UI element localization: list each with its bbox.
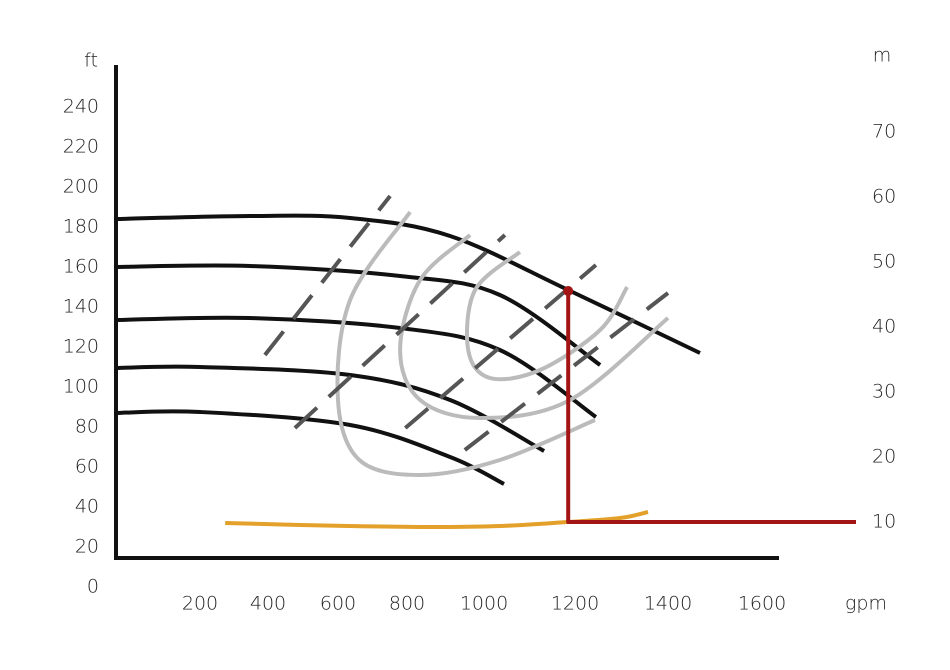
y2-tick-label: 50 xyxy=(872,251,896,273)
y2-tick-label: 40 xyxy=(872,316,896,338)
y2-tick-label: 30 xyxy=(872,381,896,403)
y-tick-label: 60 xyxy=(75,456,99,478)
y2-axis-label: m xyxy=(873,45,892,67)
y-tick-label: 180 xyxy=(63,216,99,238)
x-tick-label: 600 xyxy=(320,593,356,615)
y-tick-label: 200 xyxy=(63,176,99,198)
x-tick-label: 1200 xyxy=(551,593,599,615)
series-line xyxy=(115,364,546,453)
y-axis-label: ft xyxy=(84,50,98,72)
y2-tick-label: 20 xyxy=(872,446,896,468)
y-tick-label: 220 xyxy=(63,136,99,158)
y-tick-label: 100 xyxy=(63,376,99,398)
series-line xyxy=(225,510,649,530)
series-line xyxy=(465,250,629,382)
y2-tick-label: 10 xyxy=(872,511,896,533)
series-line xyxy=(463,291,670,452)
y-tick-label: 140 xyxy=(63,296,99,318)
x-axis-label: gpm xyxy=(845,593,887,615)
x-tick-label: 200 xyxy=(182,593,218,615)
series-line xyxy=(263,194,392,357)
plot-area xyxy=(115,194,856,530)
x-tick-label: 400 xyxy=(250,593,286,615)
series-line xyxy=(566,291,856,524)
y-tick-label: 0 xyxy=(87,576,99,598)
y-tick-label: 20 xyxy=(75,536,99,558)
y2-tick-label: 70 xyxy=(872,121,896,143)
y2-tick-label: 60 xyxy=(872,186,896,208)
x-tick-label: 800 xyxy=(389,593,425,615)
x-tick-label: 1400 xyxy=(644,593,692,615)
series-line xyxy=(293,233,507,430)
x-tick-label: 1600 xyxy=(738,593,786,615)
series-line xyxy=(115,263,602,367)
series-line xyxy=(115,213,701,355)
x-tick-label: 1000 xyxy=(460,593,508,615)
series-line xyxy=(335,210,596,477)
y-tick-label: 80 xyxy=(75,416,99,438)
series-line xyxy=(398,233,670,420)
y-tick-label: 240 xyxy=(63,96,99,118)
y-tick-label: 160 xyxy=(63,256,99,278)
series-line xyxy=(115,315,598,419)
operating-point xyxy=(563,286,574,296)
y-tick-label: 120 xyxy=(63,336,99,358)
y-tick-label: 40 xyxy=(75,496,99,518)
